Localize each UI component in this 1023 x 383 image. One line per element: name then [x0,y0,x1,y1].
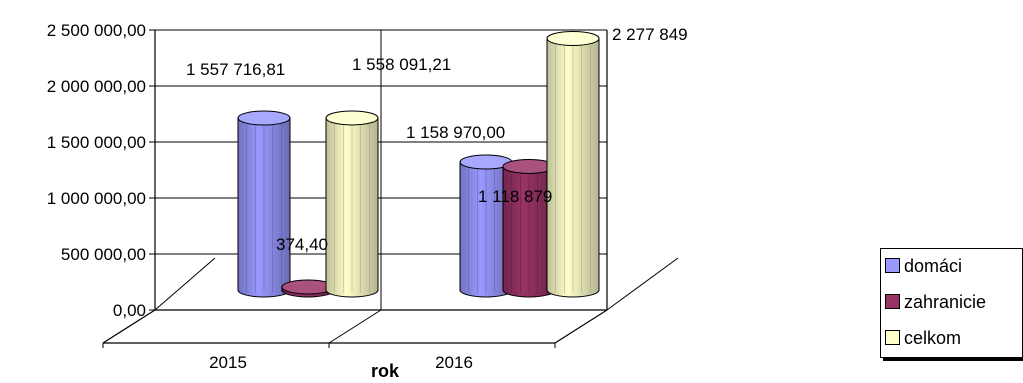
floor-right-edge [554,309,608,344]
floor-left-edge [102,309,156,344]
bar-top [546,30,600,46]
legend-swatch-domaci [885,258,900,273]
legend-swatch-celkom [885,330,900,345]
data-label: 1 557 716,81 [186,60,285,79]
bar-domáci-2015 [237,110,291,298]
y-axis-ticks: 0,00 500 000,00 1 000 000,00 1 500 000,00 2 … [47,21,155,320]
legend: domáci zahranicie celkom [880,248,1023,358]
y-tick-label: 2 000 000,00 [47,77,146,96]
legend-label-domaci: domáci [904,256,963,276]
bar-top [325,110,379,126]
data-label: 1 158 970,00 [406,123,505,142]
legend-label-celkom: celkom [904,328,962,348]
x-axis-label: rok [371,361,400,381]
bar-celkom-2015 [325,110,379,298]
bar-celkom-2016 [546,30,600,298]
bar-zahranicie-2015 [281,279,335,298]
data-label: 374,40 [276,235,328,254]
x-axis-ticks: 2015 2016 [209,353,473,372]
legend-swatch-zahranicie [885,294,900,309]
data-label: 1 558 091,21 [352,55,451,74]
y-tick-label: 2 500 000,00 [47,21,146,40]
chart-walls [102,30,679,348]
y-tick-label: 1 500 000,00 [47,133,146,152]
y-tick-label: 1 000 000,00 [47,189,146,208]
bar-top [237,110,291,126]
floor-diagonal-right [606,257,679,311]
legend-item-celkom: celkom [885,325,961,351]
x-tick-label: 2015 [209,353,247,372]
data-label: 1 118 879 [478,187,552,206]
bar-zahranicie-2016 [502,158,556,298]
category-divider-floor [328,309,382,344]
data-labels: 1 557 716,81 1 158 970,00 374,40 1 118 879 1… [186,25,688,254]
legend-label-zahranicie: zahranicie [904,292,987,312]
x-tick-label: 2016 [435,353,473,372]
y-tick-label: 500 000,00 [61,245,146,264]
bar-domáci-2016 [459,154,513,298]
legend-item-zahranicie: zahranicie [885,289,986,315]
data-label: 2 277 849 [612,25,688,44]
y-tick-label: 0,00 [113,301,146,320]
floor-diagonal-left [154,257,216,311]
legend-item-domaci: domáci [885,253,962,279]
bars [237,30,600,298]
